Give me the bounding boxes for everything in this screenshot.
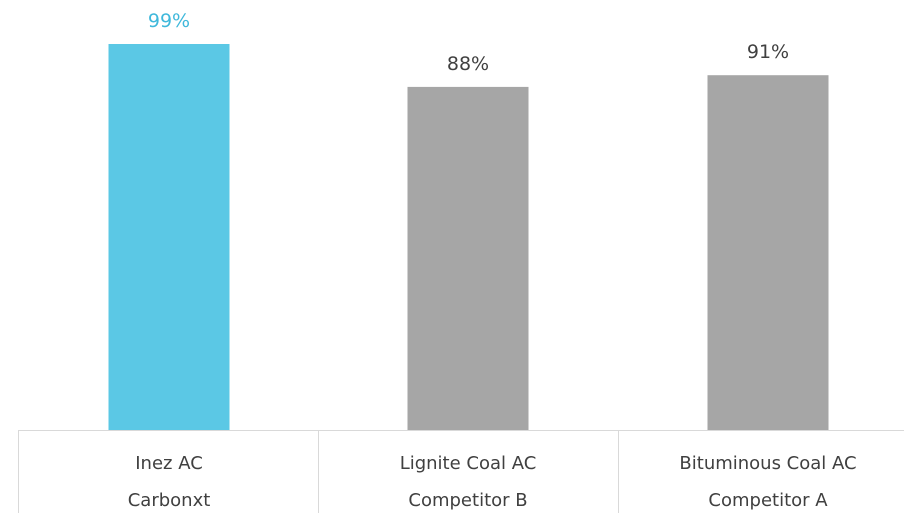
value-labels-group: 99% 88% 91% <box>148 10 789 75</box>
bar-2 <box>707 75 829 430</box>
bar-0 <box>108 44 230 430</box>
bars-group <box>108 44 829 431</box>
category-label-1: Lignite Coal AC <box>400 453 537 474</box>
group-label-0: Carbonxt <box>128 490 211 511</box>
category-label-0: Inez AC <box>135 453 203 474</box>
category-axis: Inez AC Carbonxt Lignite Coal AC Competitor… <box>18 430 904 513</box>
bar-1 <box>407 86 529 431</box>
group-label-2: Competitor A <box>708 490 828 511</box>
value-label-0: 99% <box>148 10 190 32</box>
value-label-2: 91% <box>747 41 789 63</box>
value-label-1: 88% <box>447 53 489 75</box>
group-label-1: Competitor B <box>408 490 527 511</box>
category-label-2: Bituminous Coal AC <box>679 453 856 474</box>
